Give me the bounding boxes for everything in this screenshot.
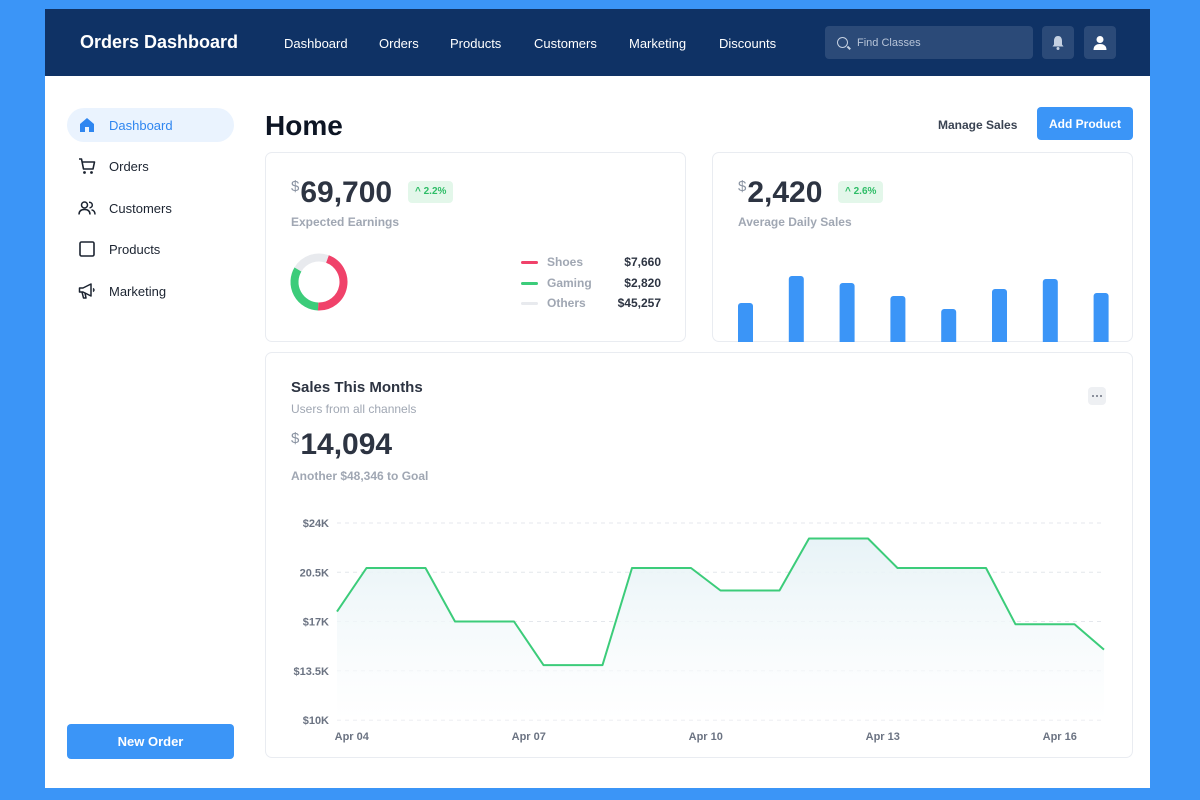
earnings-change-badge: ^ 2.2% [408,181,454,203]
daily-sales-bar-chart [738,276,1109,342]
top-navbar: Orders Dashboard Dashboard Orders Produc… [45,9,1150,76]
app-window: Orders Dashboard Dashboard Orders Produc… [45,9,1150,788]
x-tick-label: Apr 13 [866,731,900,743]
earnings-value: 69,700 [300,176,393,209]
user-icon [1093,36,1107,50]
search-box [825,26,1033,59]
cart-icon [79,158,96,174]
legend-value: $45,257 [617,296,661,310]
nav-customers[interactable]: Customers [534,36,597,51]
currency-symbol: $ [291,178,300,195]
sales-month-value: 14,094 [300,428,393,461]
goal-text: Another $48,346 to Goal [291,469,429,483]
sales-month-subtitle: Users from all channels [291,402,417,416]
earnings-change-value: 2.2% [423,186,447,197]
sidebar-item-label: Products [109,242,161,257]
sidebar-item-customers[interactable]: Customers [67,191,234,225]
nav-products[interactable]: Products [450,36,502,51]
sales-month-title: Sales This Months [291,379,423,396]
search-input[interactable] [857,26,1027,59]
more-options-button[interactable] [1088,387,1106,405]
x-tick-label: Apr 10 [689,731,723,743]
bar [1042,279,1058,342]
nav-orders[interactable]: Orders [379,36,419,51]
bar [941,309,957,342]
earnings-card: $69,700 ^ 2.2% Expected Earnings Shoes $… [265,152,686,342]
earnings-amount: $69,700 [291,176,392,210]
arrow-up-icon: ^ [415,186,421,197]
daily-sales-amount: $2,420 [738,176,822,210]
currency-symbol: $ [738,178,747,195]
app-title: Orders Dashboard [80,32,239,52]
earnings-donut-chart [290,253,348,311]
bar [890,296,906,342]
y-tick-label: $10K [303,715,329,727]
sales-line-chart: $24K 20.5K $17K $13.5K $10K Apr 04 Apr 07 Apr 1… [294,518,1105,743]
bell-icon [1052,36,1064,50]
sales-month-card: Sales This Months Users from all channel… [265,352,1133,758]
search-icon [837,37,848,48]
legend-value: $7,660 [624,255,661,269]
y-tick-label: $17K [303,617,329,629]
daily-sales-change-value: 2.6% [853,186,877,197]
users-icon [78,201,96,215]
bar [788,276,804,342]
legend-item-shoes: Shoes $7,660 [521,253,661,271]
daily-sales-change-badge: ^ 2.6% [838,181,884,203]
bar [1093,293,1109,342]
earnings-label: Expected Earnings [291,215,400,229]
legend-swatch [521,302,538,305]
add-product-button[interactable]: Add Product [1037,107,1133,140]
donut-slice-gaming [290,267,319,311]
sales-month-amount: $14,094 [291,428,392,462]
legend-swatch [521,282,538,285]
legend-label: Others [547,296,586,310]
nav-dashboard[interactable]: Dashboard [284,36,348,51]
bar [992,289,1007,342]
box-icon [79,241,95,257]
currency-symbol: $ [291,430,300,447]
sidebar-item-dashboard[interactable]: Dashboard [67,108,234,142]
sidebar-item-products[interactable]: Products [67,232,234,266]
arrow-up-icon: ^ [845,186,851,197]
sidebar-item-marketing[interactable]: Marketing [67,274,234,308]
nav-discounts[interactable]: Discounts [719,36,777,51]
sidebar-item-label: Orders [109,159,149,174]
daily-sales-value: 2,420 [747,176,823,209]
megaphone-icon [78,283,95,299]
manage-sales-link[interactable]: Manage Sales [938,118,1018,132]
sidebar-item-orders[interactable]: Orders [67,149,234,183]
nav-marketing[interactable]: Marketing [629,36,687,51]
x-tick-label: Apr 04 [335,731,370,743]
sales-line [336,537,1105,667]
area-fill [337,538,1104,720]
bar [738,303,753,342]
new-order-button[interactable]: New Order [67,724,234,759]
legend-label: Gaming [547,276,592,290]
daily-sales-card: $2,420 ^ 2.6% Average Daily Sales [712,152,1133,342]
bar [839,283,855,342]
profile-button[interactable] [1084,26,1116,59]
sidebar-item-label: Marketing [109,284,167,299]
legend-label: Shoes [547,255,584,269]
y-tick-label: $13.5K [294,666,330,678]
legend-value: $2,820 [624,276,661,290]
legend-item-gaming: Gaming $2,820 [521,274,661,292]
legend-swatch [521,261,538,264]
sidebar-item-label: Dashboard [109,118,173,133]
y-tick-label: 20.5K [300,567,329,579]
donut-slice-shoes [317,255,348,311]
legend-item-others: Others $45,257 [521,294,661,312]
daily-sales-label: Average Daily Sales [738,215,852,229]
home-icon [80,118,94,132]
page-title: Home [265,110,343,141]
y-tick-label: $24K [303,518,329,530]
notifications-button[interactable] [1042,26,1074,59]
x-tick-label: Apr 16 [1043,731,1077,743]
donut-slice-others [294,253,329,272]
x-tick-label: Apr 07 [512,731,546,743]
sidebar-item-label: Customers [109,201,172,216]
